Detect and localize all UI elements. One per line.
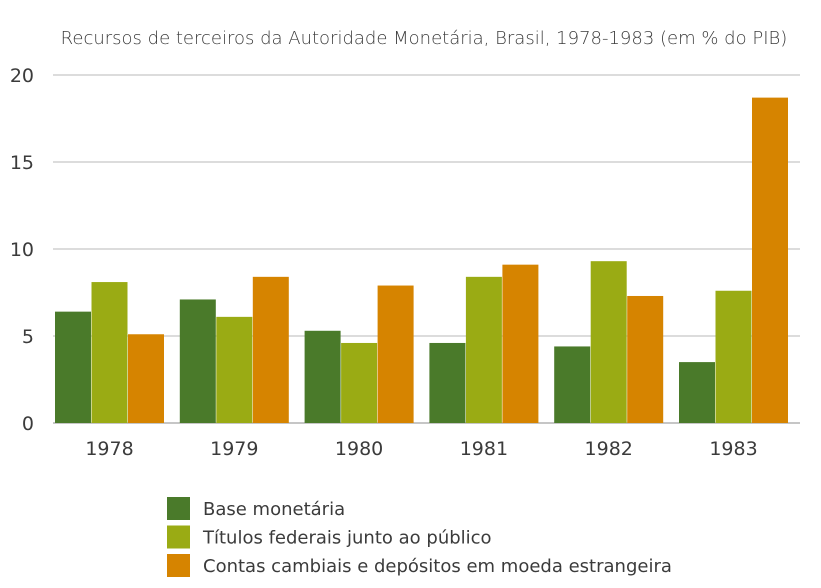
bar-1983-series-1 xyxy=(679,362,715,423)
bars xyxy=(55,97,788,424)
x-tick-label: 1982 xyxy=(585,438,633,460)
bar-1978-series-2 xyxy=(91,282,128,423)
gridlines xyxy=(53,74,800,424)
y-tick-label: 15 xyxy=(10,152,34,174)
legend-swatch xyxy=(167,554,190,577)
bar-1982-series-2 xyxy=(590,261,627,423)
y-tick-label: 10 xyxy=(10,239,34,261)
chart-title: Recursos de terceiros da Autoridade Mone… xyxy=(61,28,788,49)
legend-label: Contas cambiais e depósitos em moeda est… xyxy=(203,556,672,577)
legend-swatch xyxy=(167,525,190,549)
bar-1979-series-2 xyxy=(216,316,253,423)
bar-1981-series-2 xyxy=(465,276,502,423)
bar-1980-series-2 xyxy=(341,342,378,423)
x-tick-label: 1981 xyxy=(460,438,508,460)
bar-1978-series-3 xyxy=(128,334,164,423)
bar-1979-series-3 xyxy=(252,276,289,423)
bar-1980-series-3 xyxy=(377,285,414,423)
bar-1983-series-2 xyxy=(715,290,752,423)
y-tick-label: 20 xyxy=(10,65,34,87)
bar-1982-series-3 xyxy=(627,295,664,423)
legend: Base monetária Títulos federais junto ao … xyxy=(167,497,672,577)
bar-1981-series-3 xyxy=(502,264,539,423)
legend-label: Base monetária xyxy=(203,499,345,520)
x-tick-label: 1978 xyxy=(85,438,133,460)
legend-swatch xyxy=(167,497,190,520)
x-tick-label: 1980 xyxy=(335,438,383,460)
y-tick-label: 5 xyxy=(22,326,34,348)
bar-1982-series-1 xyxy=(554,346,591,423)
x-axis-ticks: 1978 1979 1980 1981 1982 1983 xyxy=(85,438,757,460)
y-axis-ticks: 0 5 10 15 20 xyxy=(10,65,34,435)
bar-1983-series-3 xyxy=(752,97,788,424)
bar-1980-series-1 xyxy=(304,330,341,423)
x-tick-label: 1979 xyxy=(210,438,258,460)
legend-label: Títulos federais junto ao público xyxy=(202,528,492,549)
y-tick-label: 0 xyxy=(22,413,34,435)
bar-1981-series-1 xyxy=(429,342,466,423)
bar-1979-series-1 xyxy=(179,299,216,423)
bar-1978-series-1 xyxy=(55,311,91,423)
x-tick-label: 1983 xyxy=(709,438,757,460)
